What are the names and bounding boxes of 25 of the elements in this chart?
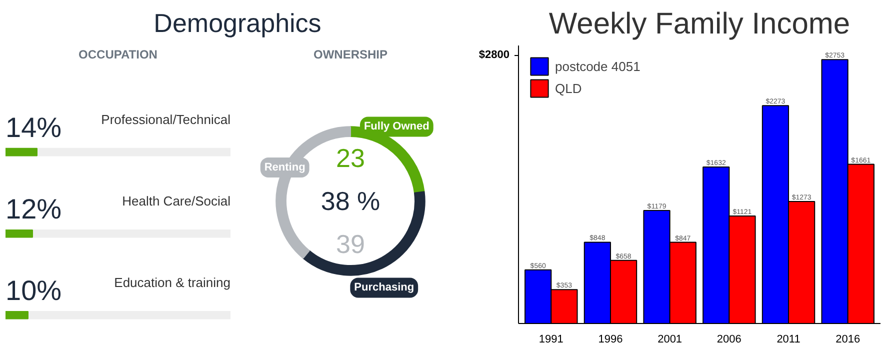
- legend-label: postcode 4051: [555, 58, 640, 74]
- legend-label: QLD: [555, 80, 582, 96]
- text: 23: [336, 142, 365, 173]
- x-tick-label: 2006: [716, 334, 742, 346]
- category-label: Health Care/Social: [122, 194, 231, 208]
- category-label: Professional/Technical: [101, 112, 231, 127]
- y-tick-label: $2800: [478, 49, 510, 62]
- data-label: 12%: [6, 194, 62, 225]
- x-tick-label: 1991: [538, 334, 564, 346]
- category-label: Education & training: [114, 275, 231, 290]
- text: 38 %: [320, 186, 380, 216]
- data-label: 14%: [6, 112, 62, 144]
- chart-subtitle: OWNERSHIP: [314, 48, 388, 62]
- text: 39: [336, 229, 365, 260]
- chart-subtitle: OCCUPATION: [78, 48, 158, 62]
- slice-label: Renting: [264, 161, 306, 174]
- x-tick-label: 2016: [836, 334, 860, 346]
- x-tick-label: 2011: [776, 334, 800, 346]
- chart-title: Weekly Family Income: [548, 8, 850, 40]
- chart-title: Demographics: [152, 7, 322, 40]
- x-tick-label: 1996: [598, 334, 623, 346]
- data-label: 10%: [6, 275, 62, 306]
- slice-label: Purchasing: [354, 282, 414, 294]
- x-tick-label: 2001: [658, 334, 682, 346]
- slice-label: Fully Owned: [364, 120, 430, 133]
